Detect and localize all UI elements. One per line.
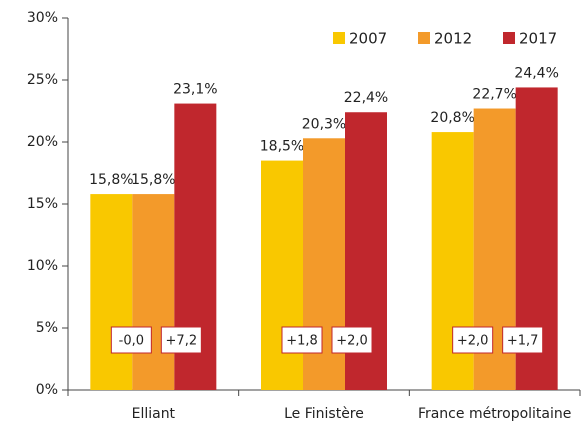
bar [90,194,133,390]
legend-label: 2012 [434,30,472,48]
x-tick-label: Le Finistère [284,406,364,422]
y-tick-label: 15% [27,196,58,212]
y-tick-label: 10% [27,258,58,274]
y-tick-label: 25% [27,72,58,88]
data-label: 18,5% [260,139,304,155]
bar [132,194,175,390]
annotation: +2,0 [336,334,368,349]
annotation-box [452,326,494,354]
annotation: +2,0 [457,334,489,349]
data-label: 15,8% [131,172,175,188]
y-tick-label: 20% [27,134,58,150]
annotation: +1,7 [507,334,539,349]
legend-swatch [503,32,515,44]
legend-swatch [418,32,430,44]
annotation-box [110,326,152,354]
y-tick-label: 5% [36,320,58,336]
annotation-box [502,326,544,354]
x-tick-label: Elliant [132,406,176,422]
legend-label: 2007 [349,30,387,48]
annotation: -0,0 [119,334,144,349]
bar [261,160,303,390]
y-tick-label: 30% [27,10,58,26]
data-label: 20,8% [430,110,474,126]
data-label: 22,7% [472,87,516,103]
annotation: +7,2 [166,334,198,349]
data-label: 20,3% [302,116,346,132]
annotation-box [281,326,323,354]
data-label: 24,4% [514,65,558,81]
annotation: +1,8 [286,334,318,349]
annotation-box [331,326,373,354]
y-tick-label: 0% [36,382,58,398]
data-label: 22,4% [344,90,388,106]
data-label: 23,1% [173,82,217,98]
x-tick-label: France métropolitaine [418,406,571,422]
data-label: 15,8% [89,172,133,188]
legend-swatch [333,32,345,44]
annotation-box [160,326,202,354]
legend-label: 2017 [519,30,557,48]
